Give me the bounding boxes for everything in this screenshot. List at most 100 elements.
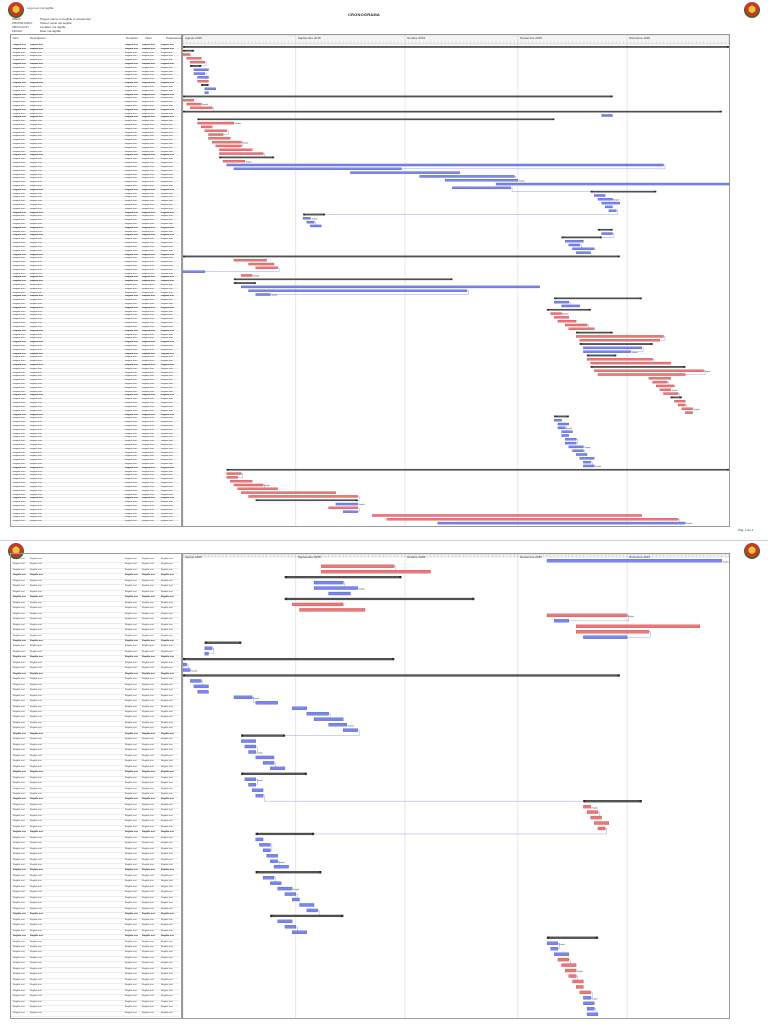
task-bar xyxy=(197,76,209,79)
row-description: Illegible text xyxy=(30,158,42,161)
table-row: Illegible text Illegible text Illegible te… xyxy=(11,885,179,892)
row-start: Illegible text xyxy=(142,398,154,401)
row-description: Illegible text xyxy=(30,268,42,271)
row-item: Illegible text xyxy=(13,558,25,560)
row-item: Illegible text xyxy=(13,951,25,954)
table-row: Illegible text Illegible text Illegible te… xyxy=(11,705,179,711)
row-description: Illegible text xyxy=(30,612,42,615)
row-end: Illegible text xyxy=(161,337,173,340)
row-duration: Illegible text xyxy=(125,765,137,768)
table-row: Illegible text Illegible text Illegible te… xyxy=(11,819,179,826)
row-start: Illegible text xyxy=(142,226,155,229)
task-bar xyxy=(452,186,511,190)
table-row: Illegible text Illegible text Illegible te… xyxy=(11,353,179,358)
task-bar xyxy=(677,403,686,407)
row-end: Illegible text xyxy=(161,154,174,157)
row-item: Illegible text xyxy=(13,885,25,888)
row-end: Illegible text xyxy=(161,864,173,866)
task-bar xyxy=(255,794,264,798)
row-item: Illegible text xyxy=(13,204,25,206)
row-start: Illegible text xyxy=(142,869,155,872)
row-duration: Illegible text xyxy=(125,825,137,828)
task-bar xyxy=(583,346,642,350)
row-description: Illegible text xyxy=(30,585,42,588)
row-start: Illegible text xyxy=(142,639,155,642)
row-start: Illegible text xyxy=(142,478,154,481)
row-start: Illegible text xyxy=(142,379,154,382)
task-bar xyxy=(328,506,358,510)
summary-start-cap xyxy=(590,366,594,369)
row-description: Illegible text xyxy=(30,314,42,317)
row-end: Illegible text xyxy=(161,474,173,477)
row-description: Illegible text xyxy=(30,463,42,466)
table-row: Illegible text Illegible text Illegible te… xyxy=(11,606,179,613)
row-end: Illegible text xyxy=(161,754,173,757)
table-row: Illegible text Illegible text Illegible te… xyxy=(11,562,179,569)
summary-bar xyxy=(554,415,569,418)
row-duration: Illegible text xyxy=(125,929,137,932)
table-row: Illegible text Illegible text Illegible te… xyxy=(11,579,179,586)
row-duration: Illegible text xyxy=(125,74,137,77)
row-end: Illegible text xyxy=(161,716,173,719)
row-end: Illegible text xyxy=(161,70,173,73)
row-end: Illegible text xyxy=(161,978,173,981)
table-row: Illegible text Illegible text Illegible te… xyxy=(11,490,179,495)
row-duration: Illegible text xyxy=(125,650,137,653)
row-duration: Illegible text xyxy=(125,394,138,397)
row-description: Illegible text xyxy=(30,371,42,374)
row-start: Illegible text xyxy=(142,825,154,828)
task-bar xyxy=(372,514,642,517)
row-item: Illegible text xyxy=(13,940,25,943)
task-bar xyxy=(648,377,671,380)
row-start: Illegible text xyxy=(142,661,154,664)
row-duration: Illegible text xyxy=(125,836,137,839)
row-description: Illegible text xyxy=(30,181,42,184)
task-bar-label: Illegible xyxy=(595,466,601,468)
task-bar xyxy=(565,438,577,441)
table-row: Illegible text Illegible text Illegible te… xyxy=(11,421,179,426)
row-duration: Illegible text xyxy=(125,989,137,992)
table-row: Illegible text Illegible text Illegible te… xyxy=(11,863,179,870)
row-start: Illegible text xyxy=(142,482,154,485)
row-item: Illegible text xyxy=(13,749,25,752)
row-end: Illegible text xyxy=(161,249,173,252)
row-duration: Illegible text xyxy=(125,47,138,50)
row-end: Illegible text xyxy=(161,230,173,233)
row-end: Illegible text xyxy=(161,590,173,593)
info-value-project: Project name not legible in screenshot xyxy=(40,17,91,21)
row-end: Illegible text xyxy=(161,310,173,313)
table-row: Illegible text Illegible text Illegible te… xyxy=(11,74,179,80)
row-end: Illegible text xyxy=(161,390,173,393)
row-item: Illegible text xyxy=(13,344,25,347)
row-item: Illegible text xyxy=(13,89,25,92)
row-duration: Illegible text xyxy=(125,234,138,237)
row-item: Illegible text xyxy=(13,181,25,184)
row-end: Illegible text xyxy=(161,158,173,161)
row-start: Illegible text xyxy=(142,325,154,328)
row-end: Illegible text xyxy=(161,165,173,168)
row-description: Illegible text xyxy=(30,360,42,363)
table-row: Illegible text Illegible text Illegible te… xyxy=(11,82,179,87)
row-start: Illegible text xyxy=(142,440,154,443)
row-start: Illegible text xyxy=(142,1006,154,1009)
row-duration: Illegible text xyxy=(125,689,137,692)
row-duration: Illegible text xyxy=(125,223,137,226)
row-end: Illegible text xyxy=(161,386,173,389)
row-end: Illegible text xyxy=(161,825,173,828)
row-duration: Illegible text xyxy=(125,264,137,267)
row-description: Illegible text xyxy=(30,257,42,260)
row-end: Illegible text xyxy=(161,853,173,856)
row-start: Illegible text xyxy=(142,432,154,435)
row-description: Illegible text xyxy=(30,596,43,599)
table-row: Illegible text Illegible text Illegible te… xyxy=(11,330,179,335)
table-row: Illegible text Illegible text Illegible te… xyxy=(11,590,179,597)
row-start: Illegible text xyxy=(142,485,154,488)
summary-end-cap xyxy=(551,118,555,121)
row-start: Illegible text xyxy=(142,520,154,523)
row-end: Illegible text xyxy=(161,207,173,210)
table-row: Illegible text Illegible text Illegible te… xyxy=(11,847,179,854)
row-duration: Illegible text xyxy=(125,447,137,450)
row-item: Illegible text xyxy=(13,765,25,768)
institution-logo-icon xyxy=(8,543,24,559)
summary-end-cap xyxy=(271,156,274,159)
